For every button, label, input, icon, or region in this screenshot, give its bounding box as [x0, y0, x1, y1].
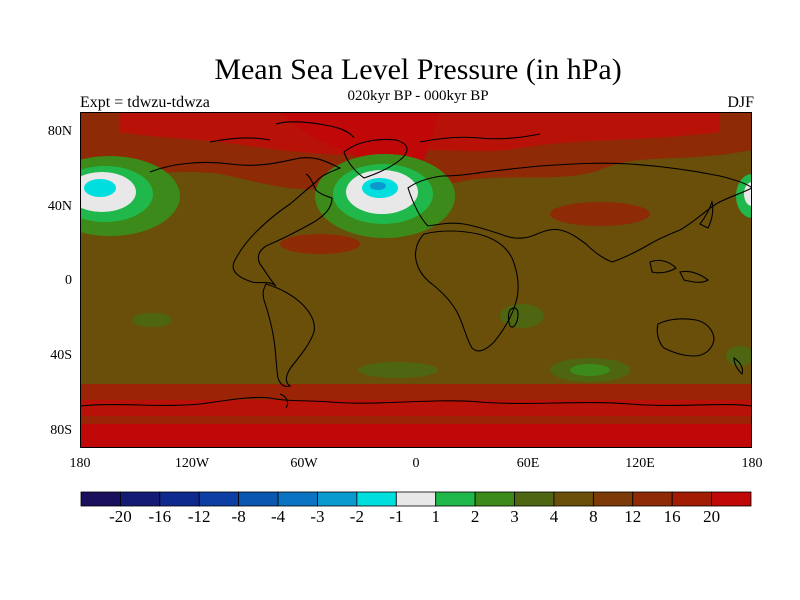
antarctic-core: [80, 424, 752, 448]
colorbar-swatch: [514, 491, 555, 507]
colorbar-label: -4: [270, 507, 286, 526]
colorbar-label: -1: [389, 507, 404, 526]
lat-tick-label: 80N: [47, 124, 72, 139]
colorbar-swatch: [120, 491, 161, 507]
colorbar-label: 4: [549, 507, 559, 526]
north-atlantic-low-center: [370, 182, 386, 190]
colorbar-swatch: [198, 491, 240, 507]
colorbar-swatch: [356, 491, 397, 507]
mid-atlantic-high: [280, 234, 360, 254]
colorbar-swatch: [238, 491, 279, 507]
lon-tick-label: 120W: [174, 456, 210, 471]
colorbar-swatch: [277, 491, 318, 507]
colorbar-label: 20: [703, 507, 721, 526]
lon-tick-label: 120E: [625, 456, 655, 471]
lon-tick-label: 0: [412, 456, 420, 471]
colorbar-swatch: [317, 491, 358, 507]
south-indian-low-core: [570, 364, 610, 376]
north-pacific-low-core: [84, 179, 116, 197]
colorbar-label: -8: [231, 507, 246, 526]
colorbar-swatch: [395, 491, 437, 507]
southwest-pacific-low: [726, 346, 752, 366]
colorbar-swatch: [474, 491, 515, 507]
colorbar-label: 12: [624, 507, 642, 526]
colorbar-swatch: [632, 491, 673, 507]
lat-tick-label: 80S: [50, 423, 72, 438]
asia-high: [550, 202, 650, 226]
south-atlantic-low: [358, 362, 438, 378]
colorbar-swatch: [159, 491, 200, 507]
lon-tick-label: 180: [741, 456, 763, 471]
lat-tick-label: 0: [65, 273, 72, 288]
coastlines: [80, 121, 752, 409]
plot-subtitle: 020kyr BP - 000kyr BP: [347, 88, 489, 104]
colorbar-label: 3: [510, 507, 519, 526]
colorbar: [80, 491, 752, 512]
colorbar-label: 16: [663, 507, 681, 526]
lat-tick-label: 40S: [50, 348, 72, 363]
colorbar-swatches: [80, 491, 752, 507]
colorbar-swatch: [671, 491, 712, 507]
lat-tick-label: 40N: [47, 199, 72, 214]
colorbar-swatch: [80, 491, 121, 507]
lon-tick-label: 60E: [516, 456, 540, 471]
north-pacific-low-wrap-core: [744, 182, 752, 206]
lon-tick-label: 180: [69, 456, 91, 471]
colorbar-label: -16: [148, 507, 172, 526]
pressure-map-canvas: [80, 112, 752, 448]
madagascar-low: [500, 304, 544, 328]
lon-tick-label: 60W: [290, 456, 318, 471]
colorbar-label: 2: [470, 507, 480, 526]
colorbar-label: -2: [349, 507, 364, 526]
pressure-map: [80, 112, 752, 448]
colorbar-swatch: [711, 491, 752, 507]
map-border: [80, 112, 752, 448]
southern-ocean-core: [80, 400, 752, 416]
colorbar-swatch: [435, 491, 476, 507]
colorbar-label: -12: [187, 507, 211, 526]
colorbar-label: -3: [310, 507, 325, 526]
colorbar-label: 8: [589, 507, 598, 526]
colorbar-swatch: [592, 491, 634, 507]
colorbar-label: -20: [109, 507, 132, 526]
plot-title: Mean Sea Level Pressure (in hPa): [214, 53, 622, 86]
season-label: DJF: [727, 94, 754, 111]
south-pacific-low: [132, 313, 172, 327]
colorbar-swatch: [553, 491, 594, 507]
experiment-label: Expt = tdwzu-tdwza: [80, 94, 210, 111]
colorbar-label: 1: [431, 507, 440, 526]
